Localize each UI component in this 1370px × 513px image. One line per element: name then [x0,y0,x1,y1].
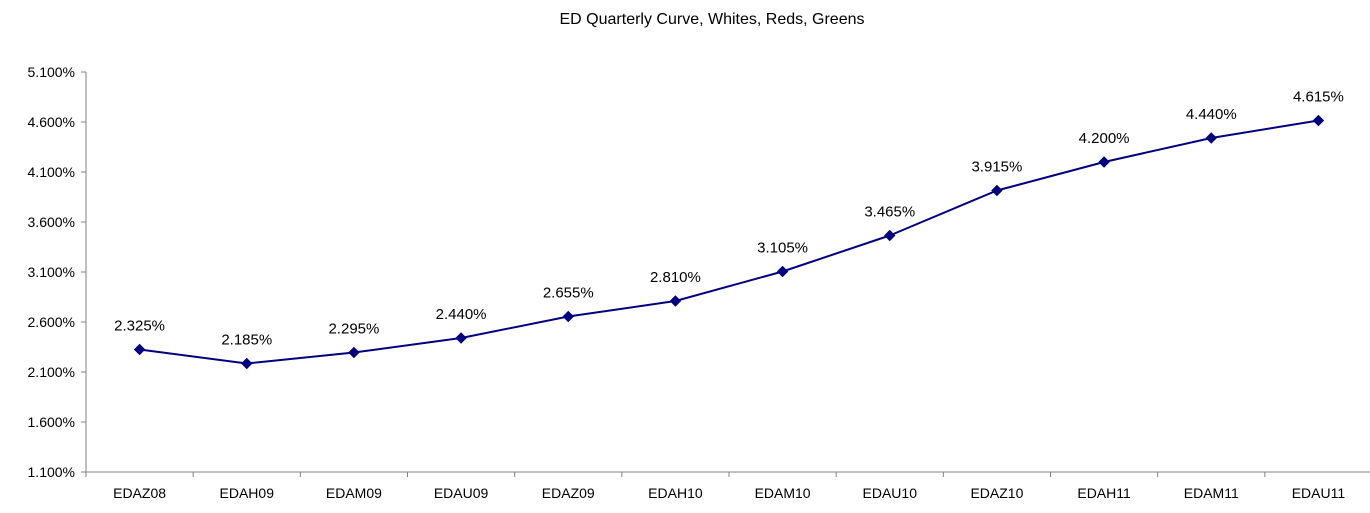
data-label: 3.465% [864,204,915,221]
data-point-marker [455,332,467,344]
data-point-marker [562,310,574,323]
y-tick-label: 1.100% [28,464,75,480]
data-label: 2.185% [221,332,272,349]
data-label: 2.325% [114,318,165,335]
y-tick-label: 1.600% [28,414,75,430]
data-point-marker [669,295,682,307]
axes: 1.100% 1.600% 2.100% 2.600% 3.100% 3.600% 4.10… [28,64,1370,501]
x-tick-label: EDAZ10 [970,485,1023,501]
data-point-marker [1098,156,1110,168]
data-label: 4.615% [1293,89,1344,106]
data-label: 2.655% [543,285,594,302]
chart-title: ED Quarterly Curve, Whites, Reds, Greens [560,11,865,28]
data-label: 3.105% [757,240,808,257]
y-tick-label: 2.600% [28,314,75,330]
y-tick-label: 2.100% [28,364,75,380]
data-point-marker [348,346,360,359]
data-point-marker [241,357,253,370]
data-point-marker [133,343,146,356]
series-line [139,119,1319,365]
x-tick-label: EDAM09 [326,485,382,501]
data-label: 3.915% [971,159,1022,176]
data-labels: 2.325% 2.185% 2.295% 2.440% 2.655% 2.810% 3.10… [114,89,1344,349]
y-tick-label: 5.100% [28,64,75,80]
x-tick-label: EDAZ09 [542,485,595,501]
data-point-marker [776,265,789,278]
x-tick-label: EDAM10 [755,485,811,501]
y-tick-label: 3.100% [28,264,75,280]
x-tick-label: EDAM11 [1184,485,1239,501]
x-tick-label: EDAU10 [863,485,918,501]
data-point-marker [1312,114,1325,127]
x-tick-label: EDAH09 [220,485,275,501]
x-tick-label: EDAU11 [1292,485,1346,501]
data-label: 2.440% [436,306,487,323]
data-label: 4.200% [1079,130,1130,147]
data-label: 2.295% [328,321,379,338]
data-point-marker [991,184,1003,197]
y-tick-label: 4.600% [28,114,75,130]
y-tick-label: 3.600% [28,214,75,230]
x-tick-label: EDAU09 [434,485,489,501]
x-tick-label: EDAZ08 [113,485,166,501]
x-tick-label: EDAH11 [1077,485,1131,501]
data-label: 2.810% [650,269,701,286]
x-tick-label: EDAH10 [648,485,703,501]
data-point-marker [884,229,896,242]
data-point-marker [1205,132,1217,144]
series-layer [133,114,1325,370]
y-tick-label: 4.100% [28,164,75,180]
data-label: 4.440% [1186,106,1237,123]
